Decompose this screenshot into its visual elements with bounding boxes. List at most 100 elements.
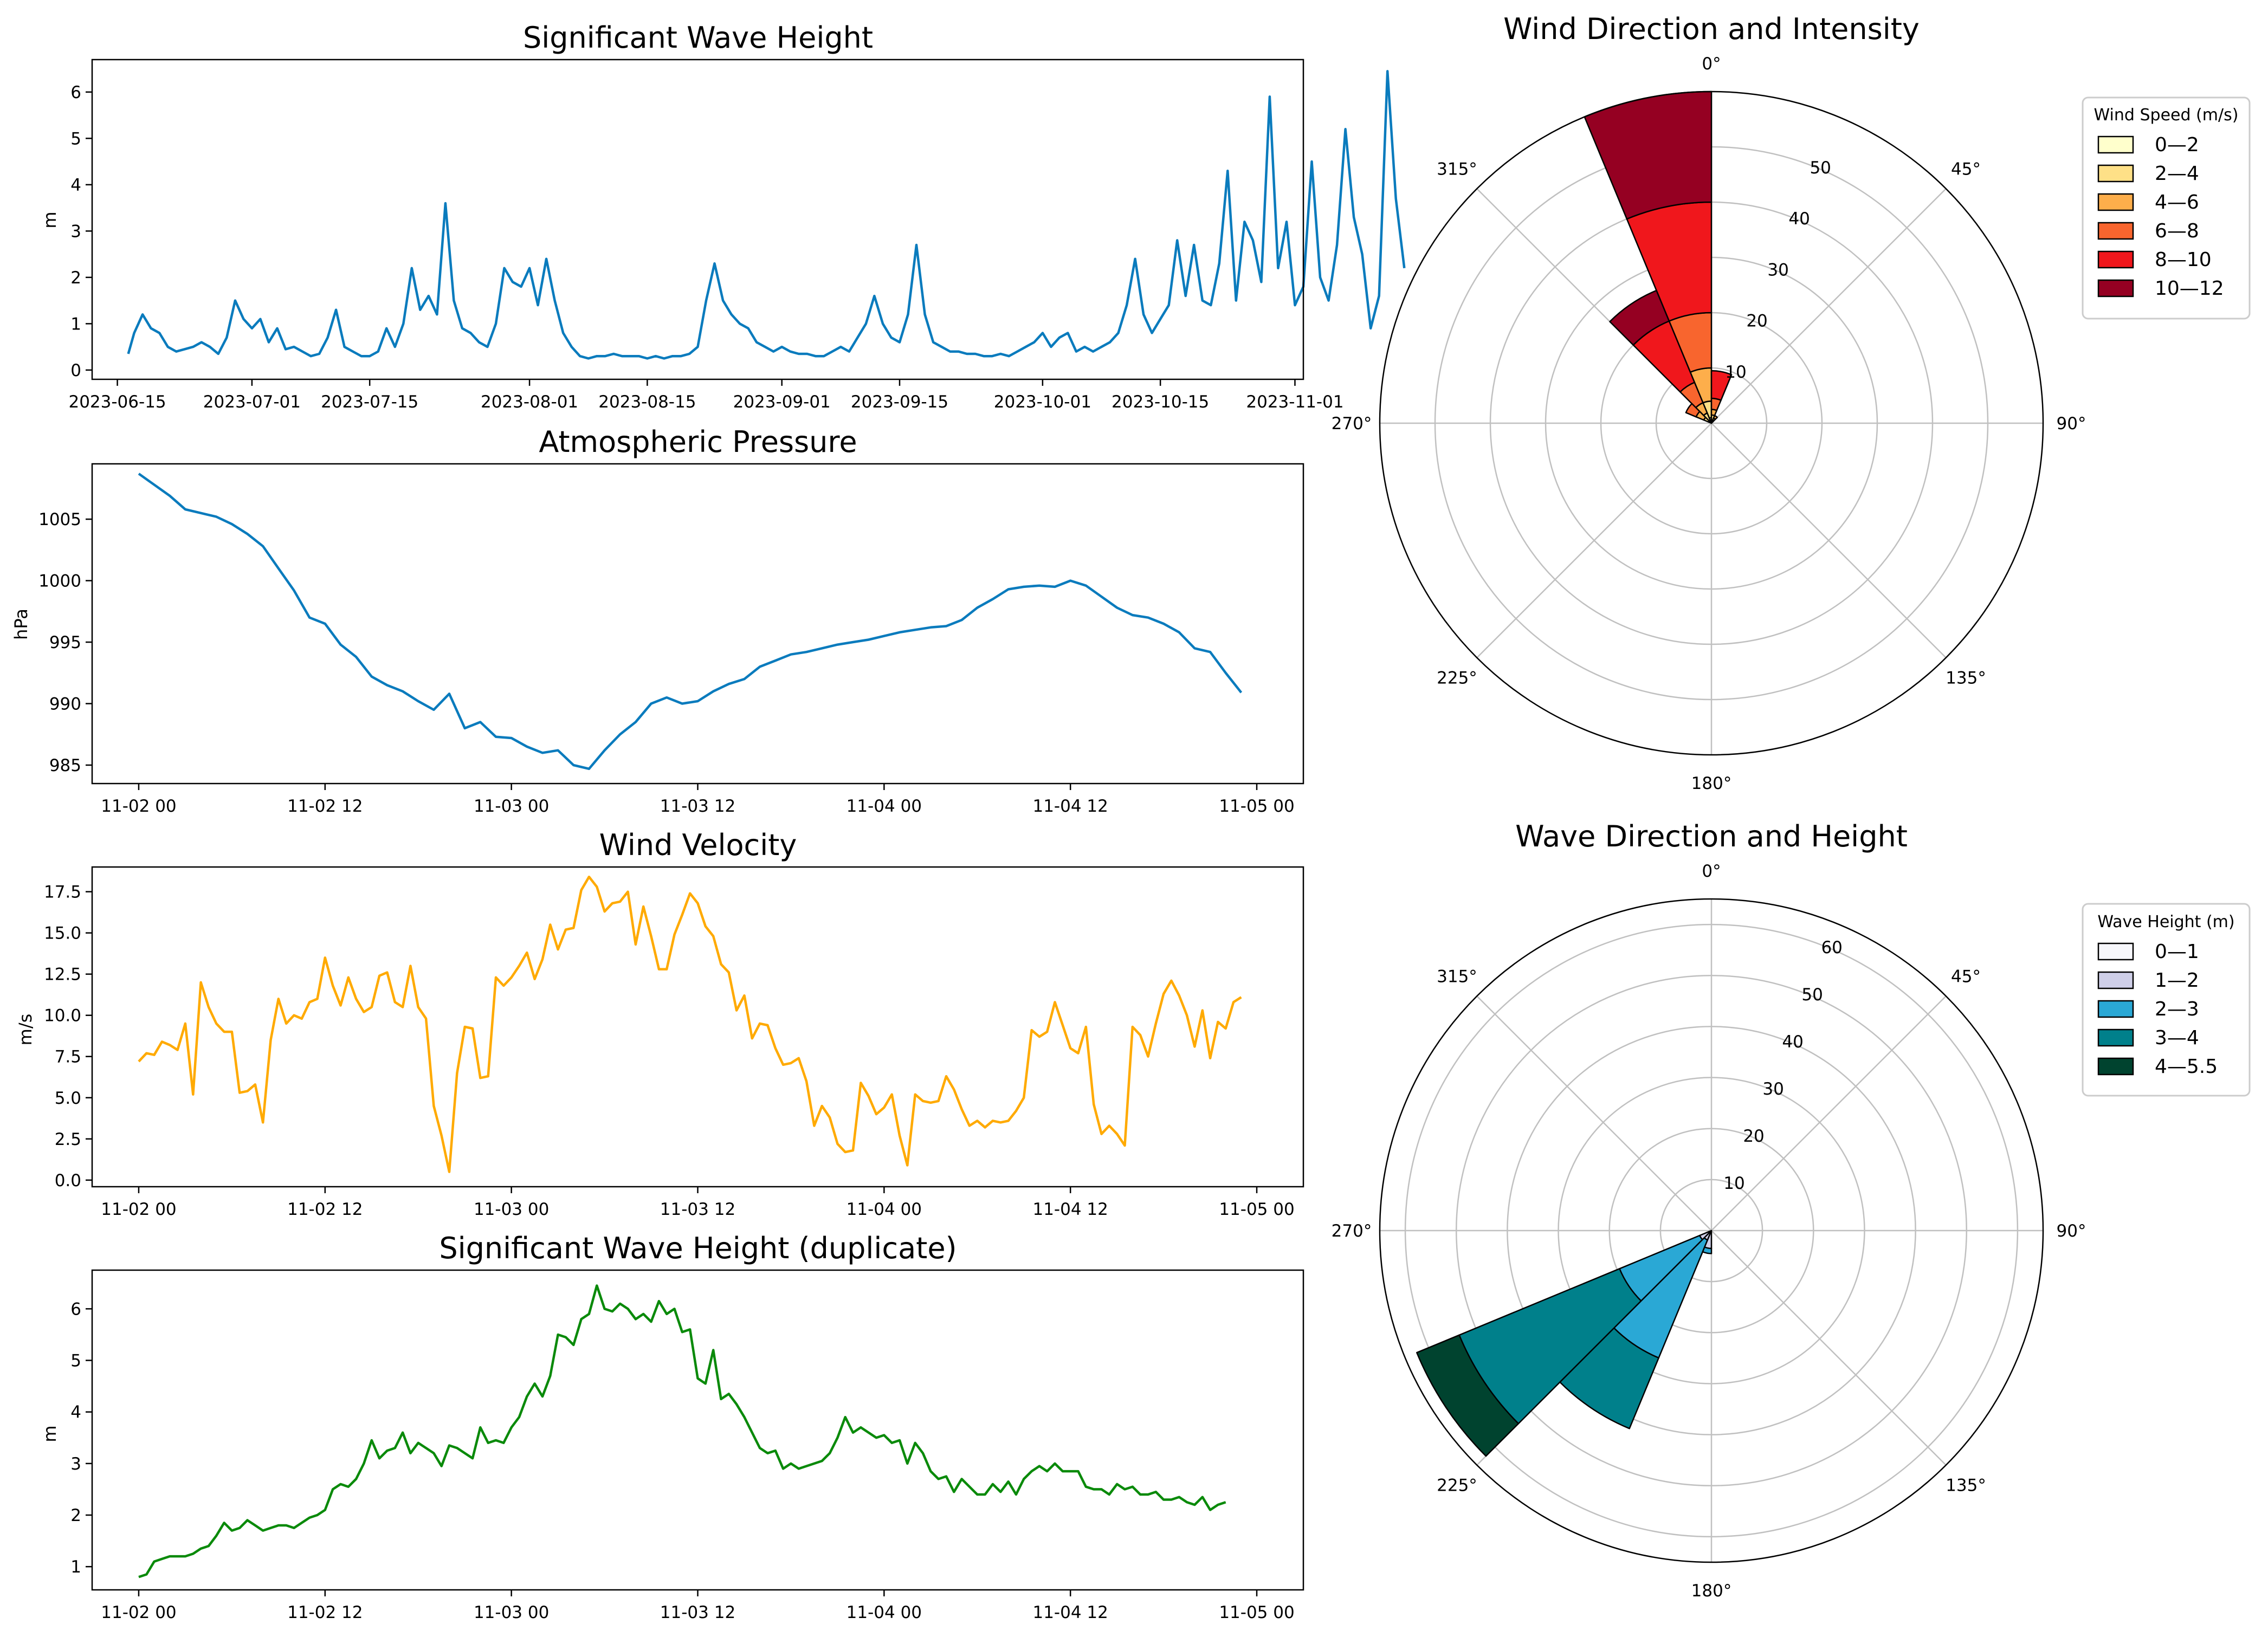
series-line [127, 70, 1406, 360]
legend-swatch [2097, 250, 2134, 269]
angle-tick-label: 180° [1691, 774, 1732, 793]
x-tick-label: 11-02 12 [287, 1603, 363, 1622]
axes-frame [91, 866, 1304, 1188]
legend-swatch [2097, 222, 2134, 240]
y-tick-label: 3 [70, 222, 81, 241]
radial-tick-label: 50 [1801, 985, 1823, 1005]
chart-significant-wave-height-duplicate: Significant Wave Height (duplicate) m 1 2… [40, 1231, 1304, 1622]
legend-label: 10—12 [2155, 277, 2224, 300]
x-tick-label: 11-04 00 [847, 1200, 922, 1219]
legend-label: 4—6 [2155, 191, 2199, 213]
y-tick-label: 5.0 [55, 1089, 81, 1108]
chart-title: Significant Wave Height (duplicate) [439, 1231, 957, 1265]
x-tick-label: 11-04 12 [1032, 1603, 1108, 1622]
polar-bar-segment [1609, 289, 1670, 346]
x-tick-label: 11-04 00 [847, 797, 922, 816]
chart-title: Wind Direction and Intensity [1503, 12, 1920, 46]
angle-tick-label: 180° [1691, 1581, 1732, 1601]
y-tick-label: 995 [49, 633, 81, 652]
polar-bar-segment [1416, 1334, 1520, 1457]
x-tick-label: 11-02 00 [101, 1603, 176, 1622]
angle-tick-label: 135° [1946, 669, 1986, 688]
axes-frame [91, 463, 1304, 785]
y-tick-label: 7.5 [55, 1047, 81, 1067]
x-tick-label: 11-04 00 [847, 1603, 922, 1622]
x-tick-label: 2023-07-01 [203, 392, 301, 412]
legend-swatch [2097, 1000, 2134, 1018]
chart-title: Wave Direction and Height [1515, 819, 1908, 853]
y-tick-label: 1 [70, 314, 81, 334]
angular-gridline [1711, 423, 1947, 658]
legend-label: 8—10 [2155, 249, 2212, 271]
chart-wind-velocity: Wind Velocity m/s 0.0 2.5 5.0 7.5 10.0 12.5 15… [15, 828, 1304, 1219]
y-tick-label: 4 [70, 176, 81, 195]
y-tick-label: 6 [70, 83, 81, 102]
y-tick-label: 1005 [38, 510, 81, 529]
radial-tick-label: 20 [1743, 1127, 1764, 1146]
y-tick-label: 10.0 [44, 1006, 81, 1026]
y-tick-label: 3 [70, 1454, 81, 1474]
radial-tick-label: 10 [1723, 1174, 1744, 1193]
angle-tick-label: 225° [1437, 669, 1477, 688]
x-tick-label: 11-02 00 [101, 1200, 176, 1219]
y-tick-label: 2 [70, 268, 81, 288]
x-tick-label: 11-03 12 [660, 1603, 735, 1622]
legend-swatch [2097, 164, 2134, 183]
y-tick-label: 1000 [38, 572, 81, 591]
angle-tick-label: 45° [1951, 159, 1981, 179]
x-tick-label: 2023-08-15 [598, 392, 696, 412]
x-tick-label: 11-03 00 [474, 797, 549, 816]
angle-tick-label: 225° [1437, 1476, 1477, 1496]
angular-gridline [1476, 995, 1712, 1231]
polar-frame [1379, 898, 2044, 1563]
y-tick-label: 1 [70, 1557, 81, 1577]
x-tick-label: 11-02 12 [287, 797, 363, 816]
x-tick-label: 11-04 12 [1032, 797, 1108, 816]
radial-tick-label: 10 [1725, 363, 1746, 382]
angle-tick-label: 0° [1702, 54, 1721, 74]
y-axis-label: m [40, 211, 60, 228]
angular-gridline [1711, 1230, 1947, 1466]
y-tick-label: 5 [70, 1351, 81, 1371]
legend-label: 2—3 [2155, 998, 2199, 1020]
y-tick-label: 0.0 [55, 1171, 81, 1190]
x-tick-label: 2023-07-15 [321, 392, 418, 412]
y-tick-label: 12.5 [44, 965, 81, 985]
x-tick-label: 11-05 00 [1219, 1603, 1294, 1622]
legend-label: 3—4 [2155, 1027, 2199, 1049]
x-tick-label: 2023-09-01 [733, 392, 831, 412]
x-tick-label: 11-03 12 [660, 1200, 735, 1219]
angle-tick-label: 0° [1702, 862, 1721, 881]
legend-label: 6—8 [2155, 220, 2199, 242]
y-tick-label: 985 [49, 756, 81, 775]
angle-tick-label: 90° [2057, 1221, 2086, 1241]
legend-swatch [2097, 193, 2134, 211]
angle-tick-label: 270° [1332, 1221, 1372, 1241]
legend-title: Wind Speed (m/s) [2094, 106, 2239, 125]
x-tick-label: 11-03 00 [474, 1603, 549, 1622]
chart-wave-rose: Wave Direction and Height Wave Height (m… [1332, 819, 2251, 1601]
legend-swatch [2097, 942, 2134, 961]
x-tick-label: 2023-08-01 [481, 392, 578, 412]
series-line [138, 1284, 1226, 1578]
polar-frame [1379, 90, 2044, 756]
radial-tick-label: 40 [1788, 209, 1810, 229]
x-tick-label: 11-05 00 [1219, 797, 1294, 816]
x-tick-label: 11-03 12 [660, 797, 735, 816]
radial-tick-label: 40 [1782, 1032, 1803, 1052]
chart-title: Wind Velocity [599, 828, 797, 862]
axes-frame [91, 59, 1304, 380]
legend-swatch [2097, 1057, 2134, 1076]
series-line [138, 875, 1242, 1173]
polar-bar-segment [1713, 415, 1718, 420]
axes-frame [91, 1269, 1304, 1591]
radial-tick-label: 20 [1746, 312, 1767, 331]
y-tick-label: 5 [70, 129, 81, 148]
polar-bar-segment [1702, 1246, 1713, 1254]
angle-tick-label: 315° [1437, 967, 1477, 986]
y-tick-label: 2 [70, 1506, 81, 1525]
y-tick-label: 0 [70, 361, 81, 380]
radial-tick-label: 30 [1762, 1079, 1784, 1099]
